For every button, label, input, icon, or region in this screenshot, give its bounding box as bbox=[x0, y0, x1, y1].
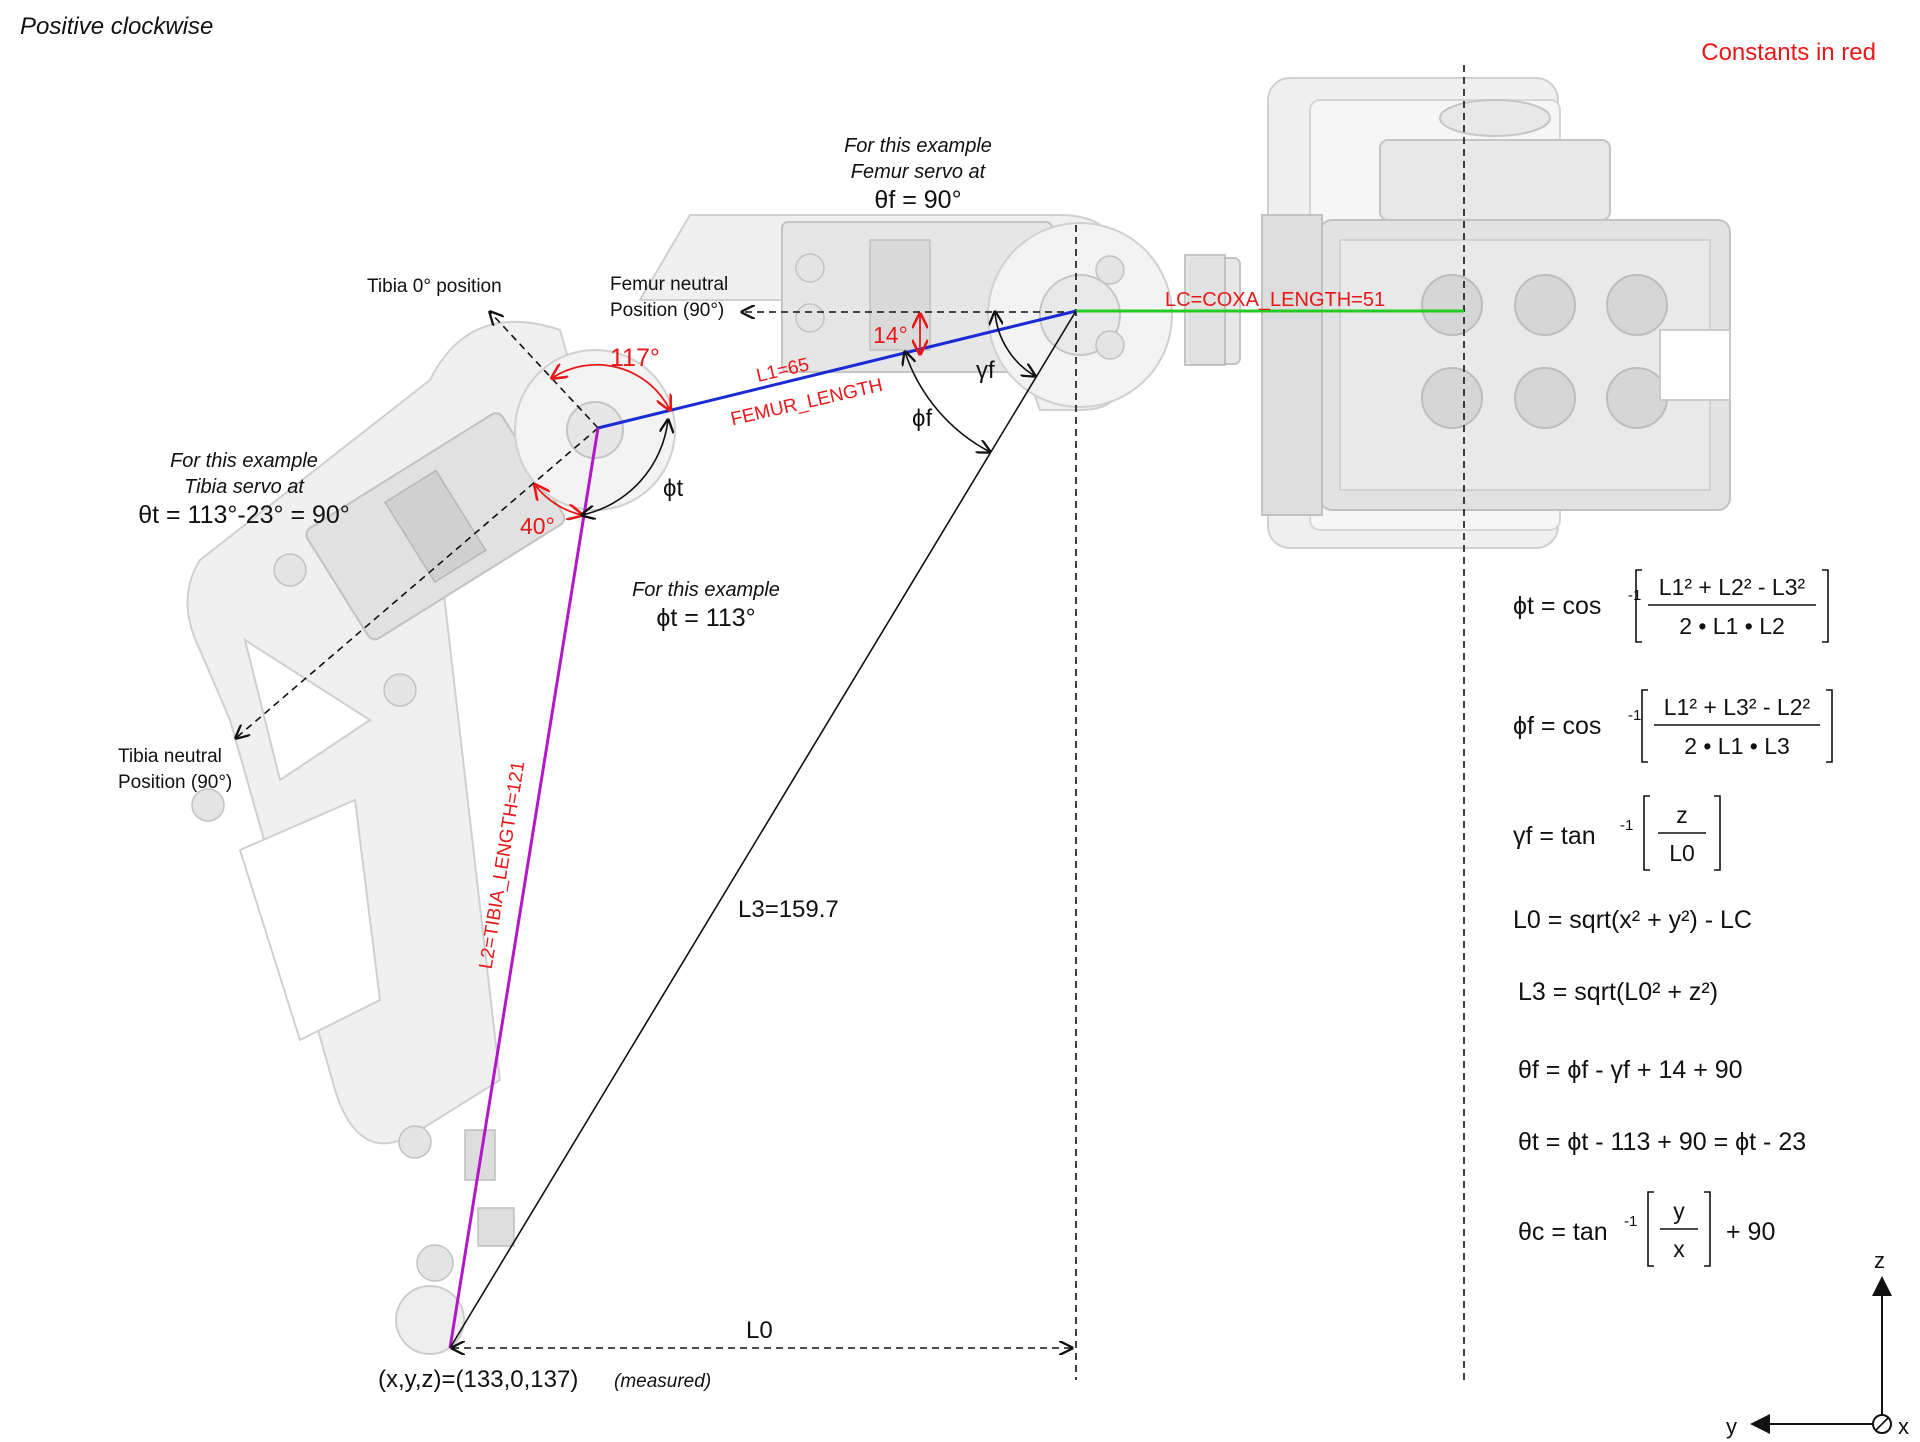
formula-phit-lhs: ϕt = cos bbox=[1513, 592, 1601, 620]
tibia-example-value: θt = 113°-23° = 90° bbox=[138, 501, 350, 529]
phi-t-label: ϕt bbox=[663, 475, 683, 502]
y-axis-label: y bbox=[1726, 1414, 1737, 1439]
l3-label: L3=159.7 bbox=[738, 896, 839, 923]
formula-phif: ϕf = cos -1 L1² + L3² - L2² 2 • L1 • L3 bbox=[1513, 689, 1833, 763]
tibia-servo-illustration bbox=[186, 320, 676, 1355]
femur-example-line2: Femur servo at bbox=[851, 161, 987, 183]
z-axis-label: z bbox=[1874, 1248, 1885, 1273]
femur-example-value: θf = 90° bbox=[874, 186, 961, 214]
formula-thetac: θc = tan -1 y x + 90 bbox=[1518, 1191, 1775, 1267]
gamma-f-label: γf bbox=[976, 357, 995, 384]
formula-thetat: θt = ϕt - 113 + 90 = ϕt - 23 bbox=[1518, 1128, 1806, 1156]
constants-note: Constants in red bbox=[1701, 39, 1876, 66]
coxa-length-label: LC=COXA_LENGTH=51 bbox=[1165, 289, 1385, 311]
formula-phif-den: 2 • L1 • L3 bbox=[1684, 733, 1790, 759]
formula-thetaf: θf = ϕf - γf + 14 + 90 bbox=[1518, 1056, 1743, 1084]
arc-117 bbox=[552, 365, 670, 410]
formula-phif-num: L1² + L3² - L2² bbox=[1664, 694, 1811, 720]
angle-14-label: 14° bbox=[873, 322, 908, 348]
formula-thetac-lhs: θc = tan bbox=[1518, 1218, 1608, 1246]
formula-phit-den: 2 • L1 • L2 bbox=[1679, 613, 1785, 639]
formula-phit-sup: -1 bbox=[1628, 587, 1641, 604]
tibia-example-line1: For this example bbox=[170, 450, 318, 472]
formula-phif-lhs: ϕf = cos bbox=[1513, 712, 1601, 740]
x-axis-label: x bbox=[1898, 1414, 1909, 1439]
formula-thetac-den: x bbox=[1673, 1236, 1685, 1262]
phit-example-value: ϕt = 113° bbox=[656, 604, 755, 632]
arc-phif bbox=[905, 352, 990, 452]
formula-phif-sup: -1 bbox=[1628, 707, 1641, 724]
axis-indicator: z y x bbox=[1726, 1248, 1909, 1439]
foot-point-label: (x,y,z)=(133,0,137) bbox=[378, 1366, 578, 1393]
tibia-length-label: L2=TIBIA_LENGTH=121 bbox=[476, 760, 530, 971]
foot-measured-label: (measured) bbox=[614, 1371, 711, 1392]
angle-117-label: 117° bbox=[610, 344, 660, 372]
tibia-example-line2: Tibia servo at bbox=[184, 476, 305, 498]
formula-gammaf-num: z bbox=[1676, 802, 1688, 828]
positive-clockwise-note: Positive clockwise bbox=[20, 13, 213, 40]
formula-thetac-tail: + 90 bbox=[1726, 1218, 1775, 1246]
arc-40 bbox=[535, 485, 582, 515]
formula-l0: L0 = sqrt(x² + y²) - LC bbox=[1513, 906, 1752, 934]
arc-phit bbox=[582, 420, 668, 515]
formula-thetac-num: y bbox=[1673, 1198, 1685, 1224]
formula-l3: L3 = sqrt(L0² + z²) bbox=[1518, 978, 1718, 1006]
coxa-servo-illustration bbox=[1189, 77, 1731, 549]
formula-gammaf-sup: -1 bbox=[1620, 817, 1633, 834]
tibia-zero-label: Tibia 0° position bbox=[367, 276, 502, 297]
formula-gammaf-den: L0 bbox=[1669, 840, 1695, 866]
angle-arcs bbox=[535, 312, 1035, 515]
formula-gammaf: γf = tan -1 z L0 bbox=[1513, 795, 1721, 871]
angle-40-label: 40° bbox=[520, 513, 555, 539]
formula-phit-num: L1² + L2² - L3² bbox=[1659, 574, 1806, 600]
tibia-neutral-line1: Tibia neutral bbox=[118, 746, 222, 767]
l3-segment bbox=[449, 310, 1077, 1349]
phit-example-line1: For this example bbox=[632, 579, 780, 601]
phi-f-label: ϕf bbox=[912, 405, 932, 432]
formula-thetac-sup: -1 bbox=[1624, 1213, 1637, 1230]
formula-phit: ϕt = cos -1 L1² + L2² - L3² 2 • L1 • L2 bbox=[1513, 569, 1829, 643]
tibia-segment bbox=[448, 427, 600, 1349]
l0-label: L0 bbox=[746, 1317, 773, 1344]
arc-gammaf bbox=[995, 312, 1035, 376]
femur-neutral-line2: Position (90°) bbox=[610, 300, 724, 321]
femur-length-label: FEMUR_LENGTH bbox=[729, 375, 885, 430]
femur-example-line1: For this example bbox=[844, 135, 992, 157]
tibia-neutral-arrow bbox=[236, 427, 599, 738]
tibia-neutral-line2: Position (90°) bbox=[118, 772, 232, 793]
formula-gammaf-lhs: γf = tan bbox=[1513, 822, 1596, 850]
femur-neutral-line1: Femur neutral bbox=[610, 274, 728, 295]
